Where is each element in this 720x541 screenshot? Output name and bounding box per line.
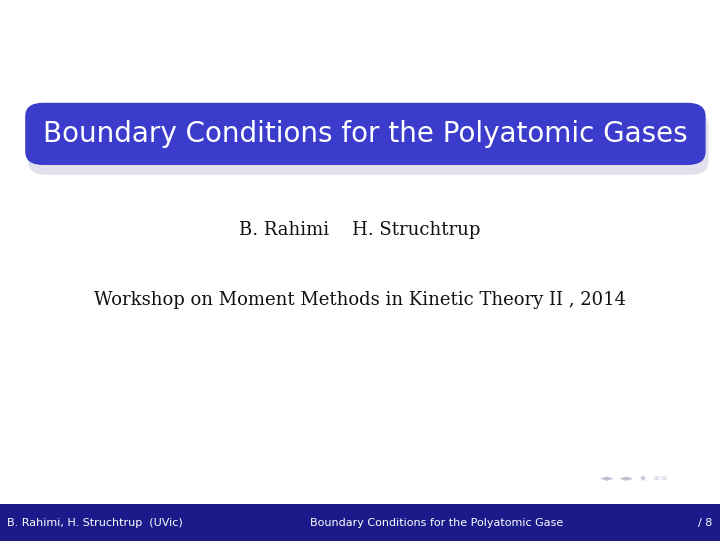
Bar [0, 504, 720, 541]
Text: Boundary Conditions for the Polyatomic Gase: Boundary Conditions for the Polyatomic G… [310, 518, 563, 527]
Text: ◄►  ◄►  ★  ∞∞: ◄► ◄► ★ ∞∞ [600, 474, 667, 483]
Text: B. Rahimi    H. Struchtrup: B. Rahimi H. Struchtrup [239, 221, 481, 239]
Text: Boundary Conditions for the Polyatomic Gases: Boundary Conditions for the Polyatomic G… [43, 120, 688, 148]
FancyBboxPatch shape [25, 103, 706, 165]
Text: Workshop on Moment Methods in Kinetic Theory II , 2014: Workshop on Moment Methods in Kinetic Th… [94, 291, 626, 309]
Text: B. Rahimi, H. Struchtrup  (UVic): B. Rahimi, H. Struchtrup (UVic) [7, 518, 183, 527]
Text: / 8: / 8 [698, 518, 713, 527]
FancyBboxPatch shape [28, 113, 708, 175]
